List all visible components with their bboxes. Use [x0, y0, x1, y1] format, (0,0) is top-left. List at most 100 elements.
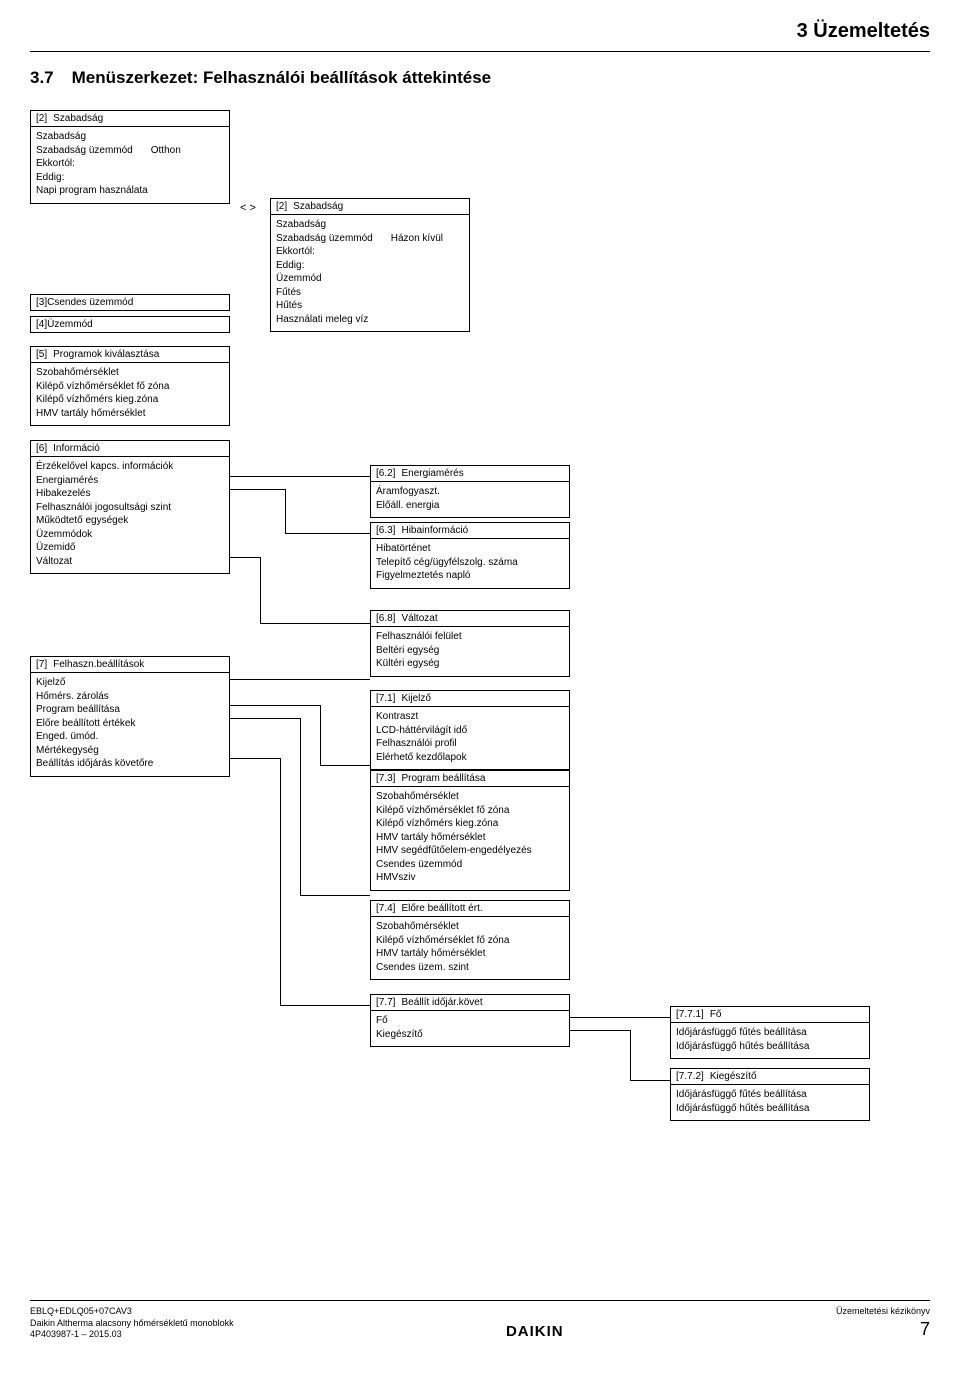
page-number: 7	[836, 1318, 930, 1341]
connector	[230, 489, 285, 490]
connector	[230, 679, 370, 680]
connector	[230, 705, 320, 706]
box-7-7-1-head: [7.7.1]Fő	[671, 1007, 869, 1023]
connector	[300, 718, 301, 895]
row: HMV tartály hőmérséklet	[376, 831, 564, 845]
box-6-3-head: [6.3]Hibainformáció	[371, 523, 569, 539]
box-7-3: [7.3]Program beállítása Szobahőmérséklet…	[370, 770, 570, 891]
connector	[230, 718, 300, 719]
rule	[30, 51, 930, 52]
row: Hőmérs. zárolás	[36, 690, 224, 704]
row: Kilépő vízhőmérs kieg.zóna	[376, 817, 564, 831]
connector	[320, 765, 370, 766]
section-number: 3.7	[30, 68, 54, 88]
connector	[260, 557, 261, 623]
box-6-2-head: [6.2]Energiamérés	[371, 466, 569, 482]
connector	[570, 1030, 630, 1031]
row: Enged. ümód.	[36, 730, 224, 744]
page-footer: EBLQ+EDLQ05+07CAV3 Daikin Altherma alacs…	[30, 1300, 930, 1341]
box-2b-head: [2]Szabadság	[271, 199, 469, 215]
row: Működtető egységek	[36, 514, 224, 528]
row: Felhasználói felület	[376, 630, 564, 644]
box-7: [7]Felhaszn.beállítások Kijelző Hőmérs. …	[30, 656, 230, 777]
box-2a-head: [2]Szabadság	[31, 111, 229, 127]
box-6-3: [6.3]Hibainformáció Hibatörténet Telepít…	[370, 522, 570, 589]
box-7-head: [7]Felhaszn.beállítások	[31, 657, 229, 673]
connector	[570, 1017, 670, 1018]
row: HMV segédfűtőelem-engedélyezés	[376, 844, 564, 858]
connector	[260, 623, 370, 624]
box-3-head: [3]Csendes üzemmód	[31, 295, 229, 310]
box-7-1-head: [7.1]Kijelző	[371, 691, 569, 707]
row: HMVsziv	[376, 871, 564, 885]
row: Kilépő vízhőmérséklet fő zóna	[36, 380, 224, 394]
box-7-7-1: [7.7.1]Fő Időjárásfüggő fűtés beállítása…	[670, 1006, 870, 1059]
row: Kilépő vízhőmérséklet fő zóna	[376, 934, 564, 948]
row: Csendes üzemmód	[376, 858, 564, 872]
row: Időjárásfüggő hűtés beállítása	[676, 1040, 864, 1054]
connector	[230, 557, 260, 558]
row: Szobahőmérséklet	[36, 366, 224, 380]
box-7-3-head: [7.3]Program beállítása	[371, 771, 569, 787]
section-text: Menüszerkezet: Felhasználói beállítások …	[72, 68, 491, 87]
row: Program beállítása	[36, 703, 224, 717]
box-6-2: [6.2]Energiamérés Áramfogyaszt. Előáll. …	[370, 465, 570, 518]
box-4-head: [4]Üzemmód	[31, 317, 229, 332]
row: Csendes üzem. szint	[376, 961, 564, 975]
row: Hibakezelés	[36, 487, 224, 501]
row: Szabadság	[36, 130, 224, 144]
row: Kijelző	[36, 676, 224, 690]
connector	[630, 1030, 631, 1080]
box-5-head: [5]Programok kiválasztása	[31, 347, 229, 363]
row: Felhasználói jogosultsági szint	[36, 501, 224, 515]
row: Szobahőmérséklet	[376, 790, 564, 804]
box-2b: [2]Szabadság Szabadság Szabadság üzemmód…	[270, 198, 470, 332]
row: Időjárásfüggő fűtés beállítása	[676, 1026, 864, 1040]
box-4: [4]Üzemmód	[30, 316, 230, 333]
box-7-4-head: [7.4]Előre beállított ért.	[371, 901, 569, 917]
row: Kiegészítő	[376, 1028, 564, 1042]
row: Beállítás időjárás követőre	[36, 757, 224, 771]
box-3: [3]Csendes üzemmód	[30, 294, 230, 311]
connector	[630, 1080, 670, 1081]
footer-right: Üzemeltetési kézikönyv 7	[836, 1306, 930, 1341]
row: Ekkortól:	[276, 245, 464, 259]
row: Üzemidő	[36, 541, 224, 555]
row: Energiamérés	[36, 474, 224, 488]
menu-tree-diagram: [1]Óra/dátum beállítása Dátum Idő Nyári …	[30, 110, 930, 1290]
box-6-8-head: [6.8]Változat	[371, 611, 569, 627]
row: Változat	[36, 555, 224, 569]
row: Szobahőmérséklet	[376, 920, 564, 934]
arrow-symbol: < >	[240, 202, 256, 214]
row: Használati meleg víz	[276, 313, 464, 327]
box-7-1: [7.1]Kijelző Kontraszt LCD-háttérvilágít…	[370, 690, 570, 770]
box-6-head: [6]Információ	[31, 441, 229, 457]
box-7-7: [7.7]Beállít időjár.követ Fő Kiegészítő	[370, 994, 570, 1047]
row: LCD-háttérvilágít idő	[376, 724, 564, 738]
row: Kontraszt	[376, 710, 564, 724]
connector	[280, 758, 281, 1005]
row: Érzékelővel kapcs. információk	[36, 460, 224, 474]
row: HMV tartály hőmérséklet	[36, 407, 224, 421]
footer-brand: DAIKIN	[234, 1322, 836, 1342]
section-title: 3.7 Menüszerkezet: Felhasználói beállítás…	[30, 68, 930, 88]
row: Kilépő vízhőmérséklet fő zóna	[376, 804, 564, 818]
row: Hibatörténet	[376, 542, 564, 556]
row: Szabadság	[276, 218, 464, 232]
row: Szabadság üzemmódHázon kívül	[276, 232, 464, 246]
row: HMV tartály hőmérséklet	[376, 947, 564, 961]
row: Időjárásfüggő hűtés beállítása	[676, 1102, 864, 1116]
connector	[230, 476, 370, 477]
connector	[285, 489, 286, 533]
row: Felhasználói profil	[376, 737, 564, 751]
box-2a: [2]Szabadság Szabadság Szabadság üzemmód…	[30, 110, 230, 204]
connector	[320, 705, 321, 765]
box-7-7-2: [7.7.2]Kiegészítő Időjárásfüggő fűtés be…	[670, 1068, 870, 1121]
row: Beltéri egység	[376, 644, 564, 658]
row: Elérhető kezdőlapok	[376, 751, 564, 765]
row: Hűtés	[276, 299, 464, 313]
row: Mértékegység	[36, 744, 224, 758]
row: Előáll. energia	[376, 499, 564, 513]
connector	[300, 895, 370, 896]
row: Időjárásfüggő fűtés beállítása	[676, 1088, 864, 1102]
